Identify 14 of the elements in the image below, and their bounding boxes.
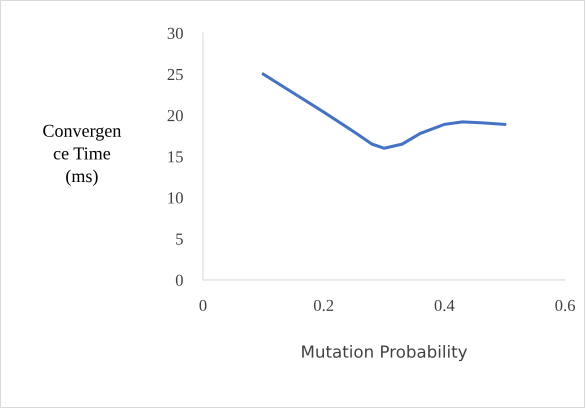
x-tick-label: 0 — [199, 300, 207, 312]
y-tick-label: 25 — [168, 68, 183, 80]
y-tick-label: 30 — [168, 28, 183, 39]
y-tick-label: 20 — [168, 110, 183, 122]
y-tick-label: 5 — [176, 234, 183, 245]
y-tick-label: 0 — [176, 274, 183, 286]
x-tick-label: 0.2 — [314, 300, 334, 312]
y-axis-title: Convergen ce Time (ms) — [43, 124, 122, 186]
y-tick-label: 10 — [168, 192, 183, 204]
y-tick-label: 15 — [168, 151, 183, 162]
x-tick-label: 0.4 — [434, 300, 455, 312]
line-series — [262, 72, 506, 150]
x-axis-title: Mutation Probability — [302, 345, 468, 362]
x-tick-label: 0.6 — [555, 300, 576, 312]
